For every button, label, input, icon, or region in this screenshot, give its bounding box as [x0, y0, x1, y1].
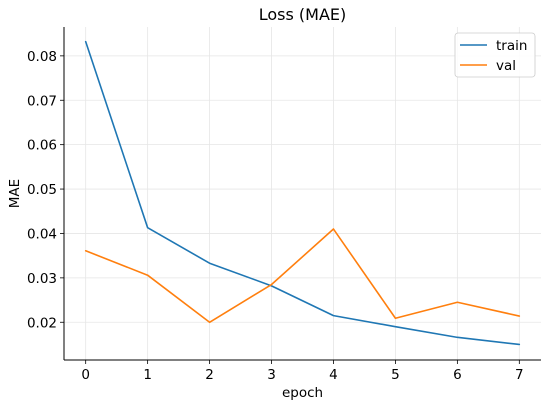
y-tick-label: 0.03 [27, 271, 57, 287]
legend-label-val: val [496, 58, 516, 74]
x-axis-label: epoch [282, 385, 323, 401]
axes [63, 27, 541, 361]
legend-label-train: train [496, 38, 527, 54]
y-ticks: 0.02 0.03 0.04 0.05 0.06 0.07 0.08 [27, 49, 64, 331]
x-tick-label: 4 [329, 367, 338, 383]
x-tick-label: 0 [81, 367, 90, 383]
x-tick-label: 5 [391, 367, 400, 383]
x-tick-label: 2 [205, 367, 214, 383]
y-tick-label: 0.08 [27, 49, 57, 65]
legend-box [454, 32, 536, 78]
grid [64, 27, 541, 360]
y-tick-label: 0.06 [27, 138, 57, 154]
chart-title: Loss (MAE) [259, 5, 347, 24]
x-tick-label: 7 [515, 367, 524, 383]
x-ticks: 0 1 2 3 4 5 6 7 [81, 360, 524, 383]
legend: train val [454, 32, 536, 78]
x-tick-label: 3 [267, 367, 276, 383]
y-tick-label: 0.05 [27, 182, 57, 198]
y-tick-label: 0.02 [27, 315, 57, 331]
x-tick-label: 1 [143, 367, 152, 383]
series-line-val [84, 228, 521, 324]
y-tick-label: 0.07 [27, 93, 57, 109]
series-line-train [84, 40, 521, 346]
x-tick-label: 6 [453, 367, 462, 383]
series [84, 40, 521, 346]
y-axis-label: MAE [7, 179, 23, 208]
y-tick-label: 0.04 [27, 226, 57, 242]
